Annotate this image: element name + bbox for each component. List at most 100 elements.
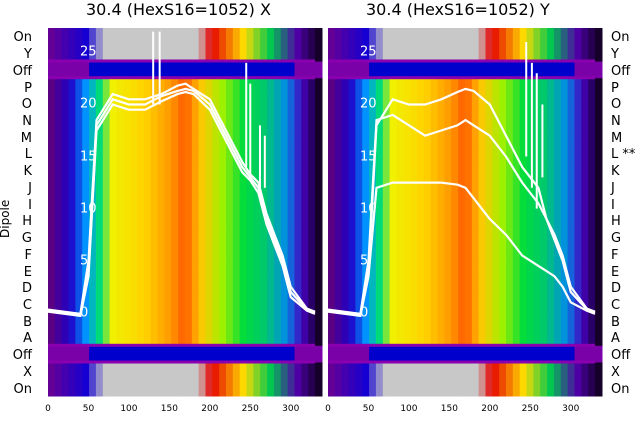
heatmap-cell — [191, 94, 200, 113]
heatmap-cell — [437, 212, 445, 230]
heatmap-cell — [280, 345, 289, 363]
heatmap-cell — [239, 28, 248, 46]
heatmap-cell — [506, 128, 514, 146]
heatmap-cell — [191, 178, 200, 196]
heatmap-cell — [226, 195, 234, 213]
heatmap-cell — [253, 128, 261, 146]
heatmap-cell — [328, 362, 336, 380]
heatmap-cell — [499, 262, 507, 280]
heatmap-cell — [526, 345, 534, 363]
heatmap-cell — [437, 312, 445, 330]
heatmap-cell — [595, 295, 603, 313]
heatmap-cell — [444, 195, 452, 213]
left-row-label-12: G — [21, 231, 32, 247]
heatmap-cell — [547, 278, 555, 297]
heatmap-cell — [253, 28, 261, 46]
heatmap-cell — [519, 44, 528, 62]
heatmap-cell — [369, 61, 377, 79]
heatmap-cell — [533, 245, 541, 263]
heatmap-cell — [485, 228, 493, 246]
heatmap-cell — [341, 145, 350, 163]
heatmap-cell — [423, 312, 432, 330]
heatmap-cell — [362, 161, 370, 179]
heatmap-cell — [143, 362, 152, 380]
heatmap-cell — [348, 212, 356, 230]
left-row-label-16: C — [22, 298, 32, 313]
heatmap-cell — [267, 329, 275, 347]
heatmap-cell — [396, 278, 404, 297]
heatmap-cell — [540, 245, 548, 263]
heatmap-cell — [396, 329, 404, 347]
heatmap-cell — [512, 94, 521, 113]
heatmap-cell — [246, 262, 254, 280]
heatmap-cell — [341, 128, 350, 146]
heatmap-cell — [423, 212, 432, 230]
heatmap-cell — [89, 28, 97, 46]
heatmap-cell — [267, 262, 275, 280]
heatmap-cell — [150, 78, 159, 96]
heatmap-cell — [471, 111, 480, 129]
heatmap-cell — [444, 295, 452, 313]
heatmap-cell — [61, 228, 70, 246]
heatmap-cell — [581, 245, 589, 263]
heatmap-cell — [219, 295, 227, 313]
heatmap-cell — [389, 94, 398, 113]
heatmap-cell — [123, 262, 131, 280]
heatmap-cell — [471, 329, 480, 347]
heatmap-cell — [362, 245, 370, 263]
heatmap-cell — [417, 28, 425, 46]
heatmap-cell — [301, 161, 309, 179]
heatmap-cell — [102, 145, 111, 163]
heatmap-cell — [430, 362, 439, 380]
heatmap-cell — [430, 161, 439, 179]
heatmap-cell — [54, 329, 63, 347]
heatmap-cell — [341, 345, 350, 363]
heatmap-cell — [95, 228, 104, 246]
left-row-label-13: F — [24, 247, 32, 263]
heatmap-cell — [471, 28, 480, 46]
heatmap-cell — [130, 61, 138, 79]
heatmap-cell — [157, 78, 165, 96]
heatmap-cell — [294, 111, 302, 129]
heatmap-cell — [519, 245, 528, 263]
heatmap-cell — [212, 379, 220, 397]
heatmap-cell — [581, 362, 589, 380]
heatmap-cell — [95, 61, 104, 79]
heatmap-cell — [191, 245, 200, 263]
heatmap-cell — [492, 212, 500, 230]
heatmap-cell — [328, 262, 336, 280]
heatmap-cell — [430, 228, 439, 246]
left-row-label-9: J — [28, 180, 32, 196]
heatmap-cell — [75, 78, 83, 96]
heatmap-cell — [198, 262, 207, 280]
heatmap-cell — [95, 78, 104, 96]
heatmap-cell — [308, 161, 316, 179]
heatmap-cell — [95, 94, 104, 113]
heatmap-cell — [260, 295, 268, 313]
heatmap-cell — [143, 228, 152, 246]
heatmap-cell — [308, 111, 316, 129]
heatmap-cell — [417, 161, 425, 179]
heatmap-cell — [109, 362, 118, 380]
heatmap-cell — [123, 278, 131, 297]
heatmap-cell — [574, 345, 582, 363]
heatmap-cell — [109, 278, 118, 297]
left-row-label-19: Off — [12, 348, 32, 364]
heatmap-cell — [389, 262, 398, 280]
heatmap-cell — [301, 94, 309, 113]
heatmap-cell — [178, 228, 186, 246]
heatmap-cell — [485, 362, 493, 380]
heatmap-cell — [239, 111, 248, 129]
heatmap-cell — [506, 228, 514, 246]
heatmap-cell — [451, 128, 459, 146]
heatmap-cell — [226, 145, 234, 163]
heatmap-cell — [588, 61, 596, 79]
heatmap-cell — [130, 161, 138, 179]
heatmap-cell — [287, 228, 296, 246]
heatmap-cell — [464, 44, 473, 62]
heatmap-cell — [239, 362, 248, 380]
heatmap-cell — [280, 161, 289, 179]
heatmap-cell — [464, 345, 473, 363]
heatmap-cell — [171, 228, 179, 246]
heatmap-cell — [301, 295, 309, 313]
